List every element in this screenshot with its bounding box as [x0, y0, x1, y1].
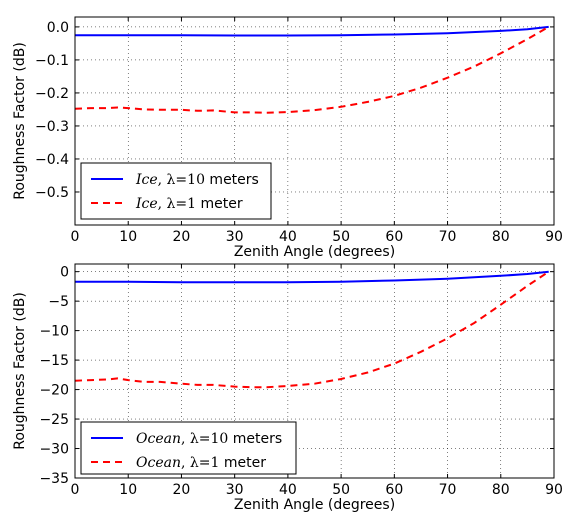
bottom-chart-legend-box	[80, 421, 297, 475]
bottom-chart-y-tick-label: 0	[60, 265, 69, 281]
top-chart-x-tick-label: 10	[119, 229, 137, 245]
top-chart-series-line-red-dashed	[74, 26, 550, 114]
bottom-chart: 0 10 20 30 40 50 60 70 80 90 0 −5 −10 −15 −20 −25 −30 −35…	[12, 263, 563, 513]
top-chart-y-tick-label: 0.0	[47, 20, 69, 36]
top-chart-y-tick-label: −0.4	[35, 152, 69, 168]
bottom-chart-ticks: 0 10 20 30 40 50 60 70 80 90 0 −5 −10 −15 −20 −25 −30 −35	[39, 264, 563, 498]
legend-label-unit: meter	[219, 455, 266, 471]
bottom-chart-y-tick-label: −10	[39, 324, 69, 340]
bottom-chart-legend-label: Ocean, λ=1 meter	[136, 455, 266, 471]
bottom-chart-y-tick-label: −30	[39, 442, 69, 458]
legend-label-unit: meter	[196, 196, 243, 212]
top-chart-legend-box	[80, 162, 272, 220]
top-chart-y-axis-title: Roughness Factor (dB)	[12, 42, 28, 200]
bottom-chart-x-tick-label: 60	[385, 482, 403, 498]
top-chart-y-tick-label: −0.3	[35, 119, 69, 135]
bottom-chart-x-tick-label: 20	[173, 482, 191, 498]
top-chart-x-tick-label: 30	[226, 229, 244, 245]
bottom-chart-legend-label: Ocean, λ=10 meters	[136, 431, 282, 447]
top-chart-ticks: 0 10 20 30 40 50 60 70 80 90 0.0 −0.1 −0.2 −0.3 −0.4 −0…	[35, 17, 563, 245]
legend-label-math: , λ=1	[158, 196, 196, 212]
bottom-chart-x-tick-label: 30	[226, 482, 244, 498]
bottom-chart-y-tick-label: −25	[39, 412, 69, 428]
legend-label-math: , λ=10	[158, 172, 205, 188]
legend-label-math: , λ=10	[181, 431, 228, 447]
legend-label-italic: Ocean	[136, 431, 181, 447]
top-chart-x-tick-label: 80	[492, 229, 510, 245]
legend-label-italic: Ice	[135, 172, 158, 188]
top-chart-grid	[75, 17, 554, 225]
top-chart-x-tick-label: 60	[385, 229, 403, 245]
top-chart-x-tick-label: 0	[71, 229, 80, 245]
legend-label-math: , λ=1	[181, 455, 219, 471]
top-chart-series	[74, 25, 550, 114]
top-chart-x-tick-label: 20	[173, 229, 191, 245]
bottom-chart-series-line-red-dashed	[74, 270, 550, 389]
top-chart-x-tick-label: 70	[439, 229, 457, 245]
bottom-chart-x-tick-label: 80	[492, 482, 510, 498]
bottom-chart-x-tick-label: 10	[119, 482, 137, 498]
top-chart-legend-label: Ice, λ=10 meters	[135, 172, 259, 188]
legend-label-italic: Ice	[135, 196, 158, 212]
top-chart-y-tick-label: −0.5	[35, 185, 69, 201]
top-chart-x-tick-label: 40	[279, 229, 297, 245]
top-chart-plot-frame	[74, 16, 555, 226]
top-chart-x-tick-label: 50	[332, 229, 350, 245]
legend-label-italic: Ocean	[136, 455, 181, 471]
bottom-chart-series-line-blue-solid	[75, 270, 549, 284]
top-chart-y-tick-label: −0.2	[35, 86, 69, 102]
bottom-chart-y-tick-label: −20	[39, 383, 69, 399]
top-chart: 0 10 20 30 40 50 60 70 80 90 0.0 −0.1 −0.2 −0.3 −0.4 −0…	[12, 16, 563, 260]
bottom-chart-plot-frame	[74, 263, 555, 479]
bottom-chart-x-tick-label: 40	[279, 482, 297, 498]
bottom-chart-series	[74, 270, 550, 389]
top-chart-series-line-blue-solid	[75, 25, 549, 37]
top-chart-x-axis-title: Zenith Angle (degrees)	[234, 244, 395, 260]
bottom-chart-y-tick-label: −15	[39, 353, 69, 369]
bottom-chart-x-tick-label: 0	[71, 482, 80, 498]
bottom-chart-x-axis-title: Zenith Angle (degrees)	[234, 497, 395, 513]
top-chart-legend-label: Ice, λ=1 meter	[135, 196, 243, 212]
legend-label-unit: meters	[228, 431, 282, 447]
bottom-chart-y-tick-label: −5	[48, 294, 69, 310]
bottom-chart-x-tick-label: 90	[545, 482, 563, 498]
top-chart-x-tick-label: 90	[545, 229, 563, 245]
bottom-chart-y-axis-title: Roughness Factor (dB)	[12, 292, 28, 450]
bottom-chart-x-tick-label: 50	[332, 482, 350, 498]
legend-label-unit: meters	[205, 172, 259, 188]
top-chart-y-tick-label: −0.1	[35, 53, 69, 69]
bottom-chart-y-tick-label: −35	[39, 471, 69, 487]
bottom-chart-x-tick-label: 70	[439, 482, 457, 498]
